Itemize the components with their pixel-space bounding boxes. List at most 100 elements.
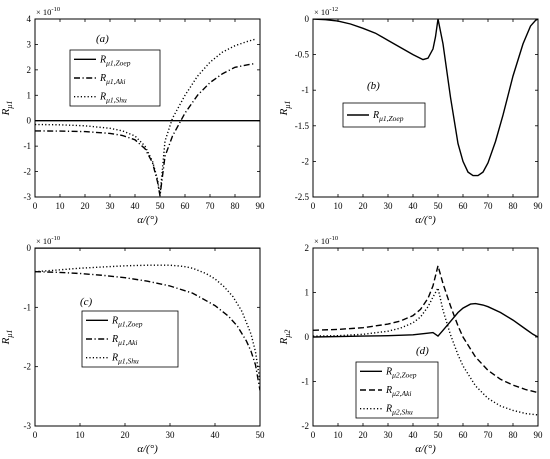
x-axis-label: α/(°) bbox=[415, 214, 436, 226]
exponent-label: × 10-10 bbox=[314, 235, 338, 246]
legend-entry: Rμ1,Zoep bbox=[372, 110, 404, 123]
panel-label: (d) bbox=[416, 345, 429, 357]
legend-entry-sub: μ2,Aki bbox=[392, 389, 411, 398]
y-tick-label: -2.5 bbox=[295, 192, 310, 202]
x-tick-label: 0 bbox=[33, 430, 38, 440]
legend-entry: Rμ2,Zoep bbox=[385, 366, 417, 379]
y-tick-label: 2 bbox=[27, 65, 32, 75]
x-tick-label: 50 bbox=[434, 430, 444, 440]
panel-label: (c) bbox=[80, 296, 93, 308]
legend-entry: Rμ1,Shu bbox=[111, 353, 139, 366]
y-tick-label: 0 bbox=[305, 14, 310, 24]
legend-entry: Rμ1,Shu bbox=[99, 92, 127, 105]
legend-entry-sub: μ1,Shu bbox=[118, 357, 139, 366]
series-line-dashdot bbox=[35, 271, 260, 391]
panel-label: (a) bbox=[96, 33, 109, 45]
exponent-base: × 10 bbox=[36, 7, 51, 17]
x-tick-label: 20 bbox=[359, 201, 369, 211]
legend: Rμ1,Zoep bbox=[342, 102, 426, 128]
legend-entry-sub: μ1,Aki bbox=[118, 338, 137, 347]
x-tick-label: 80 bbox=[231, 201, 241, 211]
legend-entry-name: R bbox=[99, 92, 106, 103]
x-axis-label: α/(°) bbox=[137, 214, 158, 226]
y-tick-label: -2 bbox=[24, 362, 32, 372]
legend-entry: Rμ1,Zoep bbox=[111, 315, 143, 328]
x-tick-label: 50 bbox=[156, 201, 166, 211]
exponent-base: × 10 bbox=[314, 236, 329, 246]
x-tick-label: 40 bbox=[211, 430, 221, 440]
x-tick-label: 40 bbox=[409, 430, 419, 440]
x-tick-label: 30 bbox=[384, 430, 394, 440]
y-tick-label: -1 bbox=[302, 85, 310, 95]
y-tick-label: -3 bbox=[24, 192, 32, 202]
x-tick-label: 40 bbox=[131, 201, 141, 211]
legend-entry: Rμ1,Aki bbox=[111, 334, 138, 347]
legend-entry-name: R bbox=[385, 366, 392, 377]
legend-entry-sub: μ1,Zoep bbox=[379, 114, 404, 123]
exponent-label: × 10-10 bbox=[36, 6, 60, 17]
y-tick-label: -1 bbox=[24, 141, 32, 151]
legend-box bbox=[342, 102, 426, 128]
y-axis-label: Rμ1 bbox=[0, 330, 14, 346]
y-tick-label: -1.5 bbox=[295, 121, 310, 131]
exponent-power: -10 bbox=[51, 6, 60, 13]
legend-entry-sub: μ1,Zoep bbox=[118, 319, 143, 328]
x-tick-label: 40 bbox=[409, 201, 419, 211]
legend-entry-sub: μ1,Shu bbox=[106, 96, 127, 105]
x-tick-label: 0 bbox=[311, 430, 316, 440]
y-tick-label: 1 bbox=[305, 288, 310, 298]
y-tick-label: -2 bbox=[302, 421, 310, 431]
panel-1: 0 10 20 30 40 50 60 70 80 90 -2.5 -2 -1.5 -1 -0.5 0 × 10… bbox=[278, 6, 543, 226]
exponent-label: × 10-12 bbox=[314, 6, 338, 17]
x-tick-label: 60 bbox=[181, 201, 191, 211]
plot-frame bbox=[34, 18, 261, 198]
y-tick-label: -1 bbox=[24, 302, 32, 312]
x-tick-label: 10 bbox=[76, 430, 86, 440]
x-tick-label: 70 bbox=[484, 201, 494, 211]
panel-label: (b) bbox=[367, 80, 380, 92]
series-line-dashed bbox=[313, 263, 538, 394]
y-axis-label: Rμ2 bbox=[278, 330, 292, 346]
y-tick-label: -1 bbox=[302, 377, 310, 387]
exponent-power: -12 bbox=[329, 6, 338, 13]
series-line-dotted bbox=[35, 38, 256, 196]
x-tick-label: 30 bbox=[106, 201, 116, 211]
y-tick-label: 0 bbox=[27, 243, 32, 253]
y-axis-label-main: R bbox=[0, 337, 12, 345]
series-line-dotted bbox=[313, 286, 538, 416]
x-tick-label: 80 bbox=[509, 201, 519, 211]
y-axis-label: Rμ1 bbox=[278, 101, 292, 117]
y-tick-label: 2 bbox=[305, 243, 310, 253]
plot-frame bbox=[312, 18, 539, 198]
exponent-power: -10 bbox=[329, 235, 338, 242]
x-tick-label: 50 bbox=[434, 201, 444, 211]
x-tick-label: 10 bbox=[334, 201, 344, 211]
legend-entry: Rμ1,Zoep bbox=[99, 54, 131, 67]
legend-entry-name: R bbox=[111, 334, 118, 345]
legend-entry: Rμ1,Aki bbox=[99, 73, 126, 86]
x-tick-label: 70 bbox=[206, 201, 216, 211]
x-tick-label: 90 bbox=[534, 430, 544, 440]
x-tick-label: 90 bbox=[534, 201, 544, 211]
x-tick-label: 70 bbox=[484, 430, 494, 440]
y-tick-label: -2 bbox=[24, 167, 32, 177]
legend-entry-name: R bbox=[99, 73, 106, 84]
panel-2: 0 10 20 30 40 50-3-2-10× 10-10α/(°)Rμ1Rμ1,Zoe… bbox=[0, 235, 265, 455]
x-axis-label: α/(°) bbox=[137, 443, 158, 455]
legend-entry-sub: μ1,Zoep bbox=[106, 58, 131, 67]
y-axis-label-sub: μ1 bbox=[283, 101, 292, 110]
legend-entry-name: R bbox=[111, 353, 118, 364]
y-tick-label: 0 bbox=[305, 332, 310, 342]
x-tick-label: 0 bbox=[311, 201, 316, 211]
x-tick-label: 60 bbox=[459, 201, 469, 211]
y-tick-label: 1 bbox=[27, 90, 32, 100]
series-line-solid bbox=[313, 302, 538, 338]
legend-entry-name: R bbox=[99, 54, 106, 65]
x-tick-label: 30 bbox=[166, 430, 176, 440]
legend-entry: Rμ2,Aki bbox=[385, 385, 412, 398]
